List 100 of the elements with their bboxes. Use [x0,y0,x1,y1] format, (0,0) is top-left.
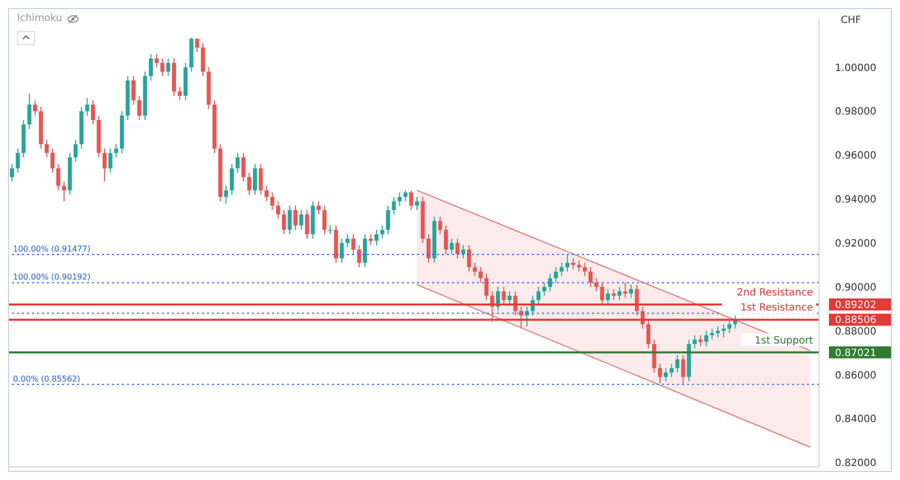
candlestick [565,254,570,272]
ref-line-label: 100.00% (0.91477) [13,244,90,254]
candlestick [91,100,95,125]
y-tick-label: 0.92000 [835,238,876,250]
candlestick [409,190,414,211]
candlestick [386,205,390,235]
candlestick [536,286,540,305]
candlestick [450,238,454,254]
candlestick [704,330,708,347]
candlestick [727,319,732,334]
y-tick-label: 0.90000 [835,282,876,294]
candlestick [444,224,448,254]
ref-line-label: 1st Support [754,335,814,346]
candlestick [716,326,720,338]
candlestick [681,354,686,385]
candlestick [623,282,628,298]
text: CHF [840,15,861,26]
y-tick-label: 0.98000 [835,106,876,118]
candlestick [374,229,378,246]
y-tick-label: 0.89202 [835,300,876,311]
candlestick [316,200,321,215]
candlestick [484,273,488,301]
candlestick [698,334,702,347]
candlestick [380,224,384,240]
y-tick-label: 0.86000 [835,370,876,382]
candlestick [85,98,90,116]
candlestick [548,273,552,292]
candlestick [195,38,200,52]
candlestick [44,139,49,158]
candlestick [478,266,483,284]
candlestick [524,306,529,327]
candlestick [137,95,142,121]
candlestick [148,54,153,81]
candlestick [74,139,78,162]
candlestick [62,181,66,202]
candlestick [264,185,269,202]
candlestick [114,144,118,158]
candlestick [258,163,263,196]
candlestick [456,238,460,259]
candlestick [670,363,674,378]
candlestick [224,185,228,204]
candlestick [634,284,639,316]
candlestick [588,266,593,288]
candlestick [351,234,356,254]
candlestick [178,86,182,101]
candlestick [646,319,650,349]
candlestick [560,262,564,276]
candlestick [241,152,246,182]
candlestick [33,100,38,116]
candlestick [600,282,604,305]
candlestick [282,210,286,235]
y-tick-label: 0.94000 [835,194,876,206]
y-tick-label: 0.88000 [835,326,876,338]
candlestick [664,368,668,382]
y-tick-label: 0.88506 [835,315,876,326]
candlestick [710,328,714,340]
candlestick [461,244,466,259]
candlestick [276,200,280,220]
candlestick [398,192,402,206]
y-tick-label: 0.87021 [835,348,876,359]
y-tick-label: 1.00000 [835,62,876,74]
candlestick [230,163,234,196]
candlestick [403,190,408,202]
ref-line-label: 2nd Resistance [736,287,813,298]
candlestick [270,192,274,211]
candlestick [357,244,362,268]
candlestick [438,216,442,235]
candlestick [368,234,373,246]
candlestick [508,290,512,305]
candlestick [722,324,726,338]
ref-line-label: 1st Resistance [740,302,813,314]
candlestick [582,262,587,276]
candlestick [629,284,634,298]
candlestick [160,58,164,77]
candlestick [340,238,344,264]
candlestick [132,76,136,106]
candlestick [426,234,431,264]
candlestick [392,196,396,215]
candlestick [102,148,107,182]
candlestick [415,196,419,211]
candlestick [542,282,546,296]
candlestick [27,93,32,130]
candlestick [472,262,477,276]
candlestick [658,363,662,384]
candlestick [154,54,159,68]
candlestick [571,258,576,270]
candlestick [56,163,60,191]
candlestick [577,260,581,272]
candlestick [10,163,14,182]
candlestick [554,266,558,284]
candlestick [16,148,20,174]
candlestick [253,163,257,196]
candlestick [322,205,326,235]
ref-line-label: 100.00% (0.90192) [13,272,90,282]
candlestick [502,286,506,305]
candlestick [675,354,680,374]
candlestick [247,172,252,196]
candlestick [594,278,598,292]
y-tick-label: 0.82000 [835,458,876,470]
candlestick [50,148,54,174]
